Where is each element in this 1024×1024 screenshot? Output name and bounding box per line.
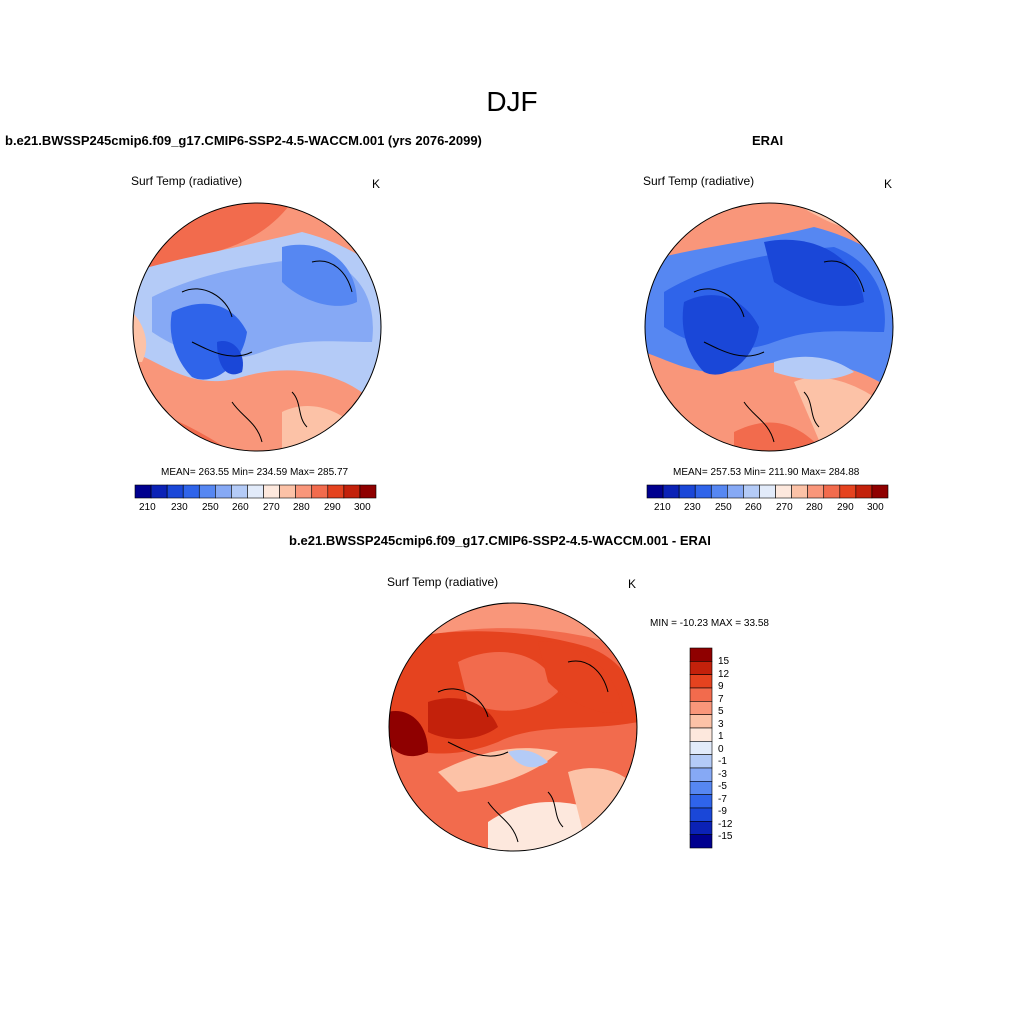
panel-2-colorbar-labels: 210 230 250 260 270 280 290 300 [647,502,888,516]
panel-2-units: K [884,177,893,191]
cb2-tick: 300 [867,502,884,513]
panel-3-colorbar-labels: 15 12 9 7 5 3 1 0 -1 -3 -5 -7 -9 -12 -15 [718,648,758,848]
cb1-tick: 280 [293,502,310,513]
cb1-tick: 270 [263,502,280,513]
colorbar-swatch [359,484,377,499]
panel-2-polar-map [644,202,894,452]
cb3-tick: -9 [718,806,727,817]
colorbar-swatch [689,647,713,662]
panel-1-units: K [372,177,381,191]
colorbar-swatch [743,484,760,499]
colorbar-swatch [678,484,696,499]
panel-1-stats: MEAN= 263.55 Min= 234.59 Max= 285.77 [161,467,349,478]
cb2-tick: 260 [745,502,762,513]
cb3-tick: -1 [718,756,727,767]
colorbar-swatch [646,484,664,499]
panel-3-title: b.e21.BWSSP245cmip6.f09_g17.CMIP6-SSP2-4… [289,533,711,548]
panel-3-variable: Surf Temp (radiative) [387,575,499,589]
cb3-tick: 12 [718,669,730,680]
colorbar-swatch [263,484,280,499]
cb3-tick: 9 [718,681,724,692]
cb3-tick: 1 [718,731,724,742]
cb1-tick: 300 [354,502,371,513]
cb1-tick: 230 [171,502,188,513]
colorbar-swatch [694,484,712,499]
colorbar-swatch [710,484,728,499]
panel-3-stats: MIN = -10.23 MAX = 33.58 [650,618,769,629]
colorbar-swatch [311,484,329,499]
panel-1-title: b.e21.BWSSP245cmip6.f09_g17.CMIP6-SSP2-4… [5,133,482,148]
cb2-tick: 280 [806,502,823,513]
colorbar-swatch [689,754,713,769]
colorbar-swatch [166,484,184,499]
colorbar-swatch [807,484,825,499]
figure-title: DJF [486,86,538,117]
colorbar-swatch [327,484,345,499]
colorbar-swatch [823,484,841,499]
colorbar-swatch [134,484,152,499]
cb3-tick: 7 [718,694,724,705]
cb3-tick: 5 [718,706,724,717]
colorbar-swatch [689,794,713,809]
panel-1-variable: Surf Temp (radiative) [131,174,243,188]
cb3-tick: -3 [718,769,727,780]
colorbar-swatch [343,484,361,499]
cb1-tick: 260 [232,502,249,513]
colorbar-swatch [279,484,296,499]
colorbar-swatch [662,484,680,499]
colorbar-swatch [689,767,713,782]
colorbar-swatch [689,687,713,702]
colorbar-swatch [775,484,792,499]
colorbar-swatch [295,484,313,499]
colorbar-swatch [689,741,713,755]
colorbar-swatch [689,661,713,675]
panel-2-colorbar [646,484,889,499]
colorbar-swatch [689,821,713,835]
colorbar-swatch [871,484,889,499]
panel-1-colorbar-labels: 210 230 250 260 270 280 290 300 [135,502,376,516]
colorbar-swatch [689,727,713,742]
panel-3-polar-map [388,602,638,852]
colorbar-swatch [727,484,744,499]
colorbar-swatch [215,484,232,499]
cb3-tick: 3 [718,719,724,730]
panel-2-title: ERAI [752,133,784,148]
colorbar-swatch [689,834,713,849]
cb3-tick: 0 [718,744,724,755]
cb1-tick: 250 [202,502,219,513]
colorbar-swatch [150,484,168,499]
panel-2-variable: Surf Temp (radiative) [643,174,755,188]
colorbar-swatch [791,484,808,499]
colorbar-swatch [855,484,873,499]
panel-1-colorbar [134,484,377,499]
colorbar-swatch [689,781,713,795]
colorbar-swatch [182,484,200,499]
cb3-tick: -7 [718,794,727,805]
cb1-tick: 210 [139,502,156,513]
panel-2-stats: MEAN= 257.53 Min= 211.90 Max= 284.88 [673,467,860,478]
cb3-tick: -5 [718,781,727,792]
panel-3-colorbar [689,647,713,849]
cb3-tick: 15 [718,656,730,667]
cb3-tick: -12 [718,819,733,830]
colorbar-swatch [759,484,776,499]
cb1-tick: 290 [324,502,341,513]
cb2-tick: 250 [715,502,732,513]
colorbar-swatch [839,484,857,499]
colorbar-swatch [689,714,713,729]
colorbar-swatch [247,484,264,499]
cb2-tick: 230 [684,502,701,513]
panel-1-polar-map [132,202,382,452]
cb2-tick: 290 [837,502,854,513]
colorbar-swatch [689,674,713,689]
panel-3-units: K [628,577,637,591]
cb3-tick: -15 [718,831,733,842]
colorbar-swatch [689,701,713,715]
colorbar-swatch [689,807,713,822]
cb2-tick: 210 [654,502,671,513]
colorbar-swatch [231,484,248,499]
cb2-tick: 270 [776,502,793,513]
colorbar-swatch [198,484,216,499]
